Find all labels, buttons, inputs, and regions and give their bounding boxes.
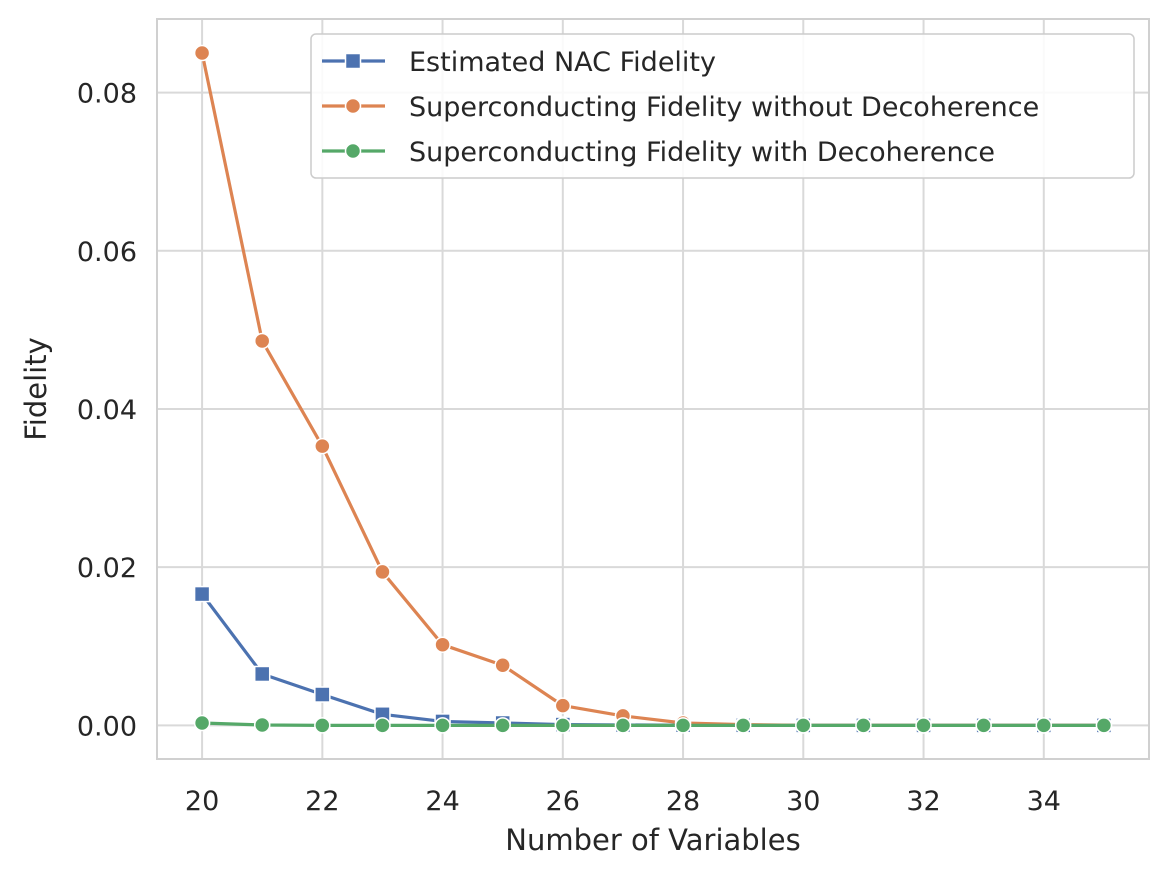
legend-label: Superconducting Fidelity with Decoherenc… (409, 137, 995, 168)
data-series (193, 44, 1113, 734)
data-point (674, 717, 692, 734)
data-point (554, 717, 572, 734)
x-tick-label: 34 (1027, 786, 1061, 817)
series-3 (193, 714, 1113, 734)
data-point (253, 332, 271, 350)
legend-item: Superconducting Fidelity without Decoher… (322, 92, 1039, 123)
data-point (434, 636, 451, 653)
data-point (734, 717, 752, 734)
data-point (374, 717, 391, 734)
series-line (200, 721, 1106, 727)
plot-frame (156, 18, 1150, 760)
x-axis-label: Number of Variables (505, 823, 800, 857)
data-point (253, 716, 271, 734)
y-tick-label: 0.02 (77, 553, 137, 584)
data-point (314, 717, 331, 734)
legend-box (310, 33, 1135, 179)
legend-marker (344, 97, 362, 115)
data-point (1035, 717, 1053, 734)
y-tick-label: 0.04 (77, 395, 137, 426)
data-point (494, 657, 511, 674)
legend-item: Superconducting Fidelity with Decoherenc… (322, 137, 995, 168)
y-tick-label: 0.08 (77, 79, 137, 110)
legend: Estimated NAC Fidelity Superconducting Fi… (310, 33, 1135, 179)
x-tick-label: 30 (786, 786, 820, 817)
data-point (253, 665, 271, 683)
data-point (1095, 717, 1113, 734)
legend-marker (344, 52, 362, 70)
legend-label: Superconducting Fidelity without Decoher… (409, 92, 1039, 123)
legend-item: Estimated NAC Fidelity (322, 47, 716, 78)
data-point (374, 563, 391, 581)
x-tick-label: 26 (546, 786, 580, 817)
y-tick-label: 0.00 (77, 711, 137, 742)
data-point (434, 717, 451, 734)
data-point (193, 585, 211, 603)
legend-label: Estimated NAC Fidelity (409, 47, 716, 78)
x-tick-label: 20 (185, 786, 219, 817)
x-tick-label: 32 (906, 786, 940, 817)
x-tick-label: 24 (425, 786, 459, 817)
data-point (795, 717, 812, 734)
data-point (915, 717, 932, 734)
data-point (855, 717, 872, 734)
x-tick-label: 28 (666, 786, 700, 817)
data-point (554, 697, 572, 714)
x-tick-label: 22 (305, 786, 339, 817)
y-tick-label: 0.06 (77, 237, 137, 268)
y-axis-label: Fidelity (19, 337, 53, 441)
data-point (614, 717, 632, 734)
data-point (193, 714, 211, 732)
data-point (314, 686, 331, 703)
data-point (193, 44, 211, 62)
data-point (494, 717, 511, 734)
data-point (314, 437, 331, 455)
data-point (975, 717, 992, 734)
x-tick-labels: 20 22 24 26 28 30 32 34 (185, 786, 1061, 817)
legend-marker (344, 142, 362, 160)
y-tick-labels: 0.00 0.02 0.04 0.06 0.08 (77, 79, 137, 743)
